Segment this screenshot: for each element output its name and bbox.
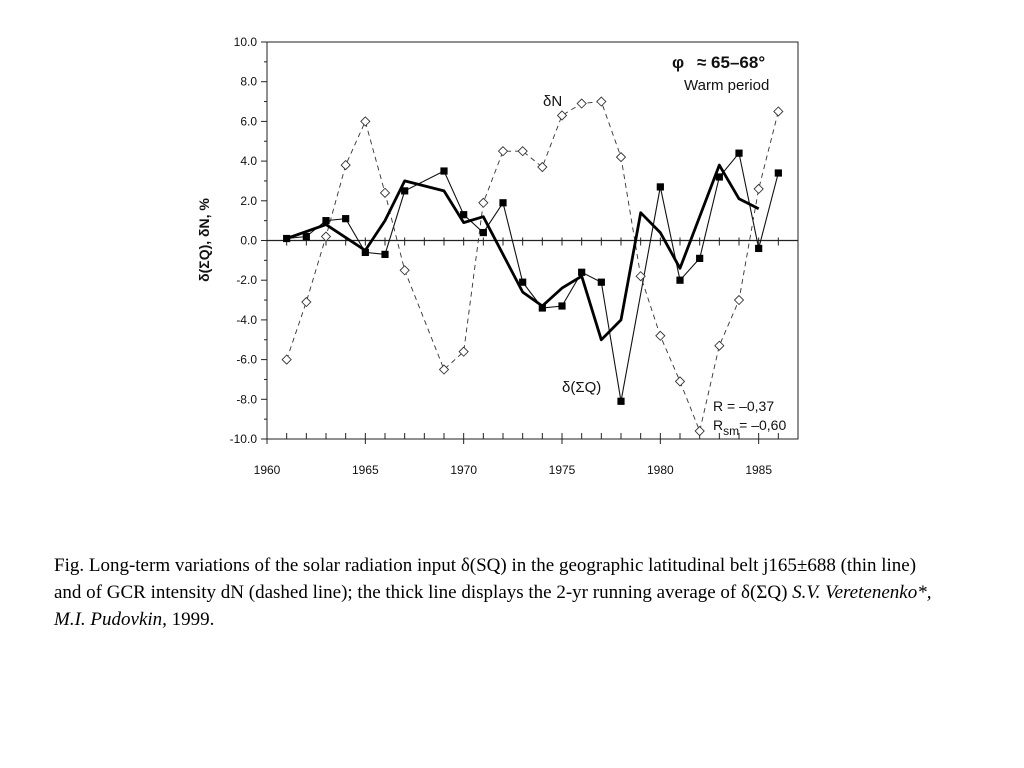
dsq-point xyxy=(617,397,625,405)
x-tick-label: 1960 xyxy=(254,463,281,477)
dsq-point xyxy=(283,234,291,243)
y-tick-label: -6.0 xyxy=(236,353,257,367)
dsq-point xyxy=(460,211,468,219)
dn-point xyxy=(399,265,410,276)
y-tick-label: -8.0 xyxy=(236,392,257,406)
dsq-point xyxy=(676,276,684,284)
dn-point xyxy=(301,296,312,308)
dn-point xyxy=(517,146,528,157)
dsq-point xyxy=(597,278,605,286)
y-axis-label: δ(ΣQ), δN, % xyxy=(196,198,212,282)
dsq-point xyxy=(715,173,723,181)
r-coefficient: R = –0,37 xyxy=(713,398,774,414)
dsq-point xyxy=(774,169,782,177)
figure-caption: Fig. Long-term variations of the solar r… xyxy=(54,552,934,633)
dn-point xyxy=(635,271,646,282)
dn-point xyxy=(340,159,351,171)
dsq-point xyxy=(735,149,743,157)
dsq-point xyxy=(578,268,586,276)
dsq-point xyxy=(440,167,448,175)
dsq-point xyxy=(322,217,330,225)
y-tick-label: 4.0 xyxy=(240,154,257,168)
series-dsq-line xyxy=(286,151,779,402)
dsq-point xyxy=(558,302,566,310)
dn-point xyxy=(674,376,686,387)
dsq-point xyxy=(401,187,409,195)
y-tick-label: -2.0 xyxy=(236,273,257,287)
dn-point xyxy=(596,96,607,107)
dsq-point xyxy=(519,278,527,286)
x-tick-label: 1970 xyxy=(450,463,477,477)
y-tick-label: -4.0 xyxy=(236,313,257,327)
x-tick-label: 1965 xyxy=(352,463,379,477)
dsq-point xyxy=(499,199,507,207)
x-tick-label: 1980 xyxy=(647,463,674,477)
rsm-value: = –0,60 xyxy=(739,417,786,433)
period-label: Warm period xyxy=(684,77,769,94)
dsq-point xyxy=(342,215,350,223)
dn-point xyxy=(655,330,666,341)
dn-point xyxy=(576,98,587,109)
series-dn-line xyxy=(286,101,779,433)
dsq-series-label: δ(ΣQ) xyxy=(562,379,601,396)
y-tick-label: 6.0 xyxy=(240,114,257,128)
caption-text: Fig. Long-term variations of the solar r… xyxy=(54,555,917,603)
dn-point xyxy=(714,340,725,351)
dsq-point xyxy=(381,250,389,258)
dn-point xyxy=(379,187,391,198)
dn-point xyxy=(320,231,332,242)
dn-point xyxy=(733,294,745,306)
x-tick-label: 1975 xyxy=(549,463,576,477)
y-tick-label: -10.0 xyxy=(230,432,258,446)
dsq-point xyxy=(302,232,310,241)
dn-point xyxy=(281,354,292,365)
y-tick-label: 8.0 xyxy=(240,75,257,89)
y-tick-label: 2.0 xyxy=(240,194,257,208)
chart: 10.0 8.0 6.0 4.0 2.0 0.0 -2.0 -4.0 -6.0 -8.0 -10.0… xyxy=(196,35,799,477)
dn-point xyxy=(694,425,705,437)
y-tick-label: 10.0 xyxy=(234,35,258,49)
series-layer xyxy=(281,96,784,437)
rsm-r: R xyxy=(713,417,723,433)
dsq-point xyxy=(755,244,763,253)
x-tick-label: 1985 xyxy=(745,463,772,477)
ticks-layer: 10.0 8.0 6.0 4.0 2.0 0.0 -2.0 -4.0 -6.0 -8.0 -10.0… xyxy=(230,35,779,477)
dn-point xyxy=(556,110,568,121)
dn-point xyxy=(438,364,450,375)
rsm-sub: sm xyxy=(723,424,739,438)
rsm-coefficient: Rsm= –0,60 xyxy=(713,417,786,438)
caption-year: 1999. xyxy=(166,609,215,630)
dn-point xyxy=(360,116,371,127)
dsq-point xyxy=(479,228,487,237)
dn-point xyxy=(497,146,509,157)
caption-authors: S.V. Veretenenko*, M.I. Pudovkin, xyxy=(54,582,932,630)
dsq-point xyxy=(538,304,546,312)
dn-point xyxy=(478,197,489,208)
region-range: ≈ 65–68° xyxy=(697,53,765,72)
dsq-point xyxy=(656,183,664,191)
dn-point xyxy=(753,183,764,195)
region-phi: φ xyxy=(672,53,684,72)
dn-point xyxy=(773,106,784,117)
dn-point xyxy=(615,151,627,163)
dsq-point xyxy=(696,254,704,262)
dn-series-label: δN xyxy=(543,93,562,110)
series-running-average-line xyxy=(286,163,760,342)
dn-point xyxy=(537,161,548,173)
y-tick-label: 0.0 xyxy=(240,234,257,248)
dsq-point xyxy=(361,248,369,257)
dn-point xyxy=(458,346,469,357)
